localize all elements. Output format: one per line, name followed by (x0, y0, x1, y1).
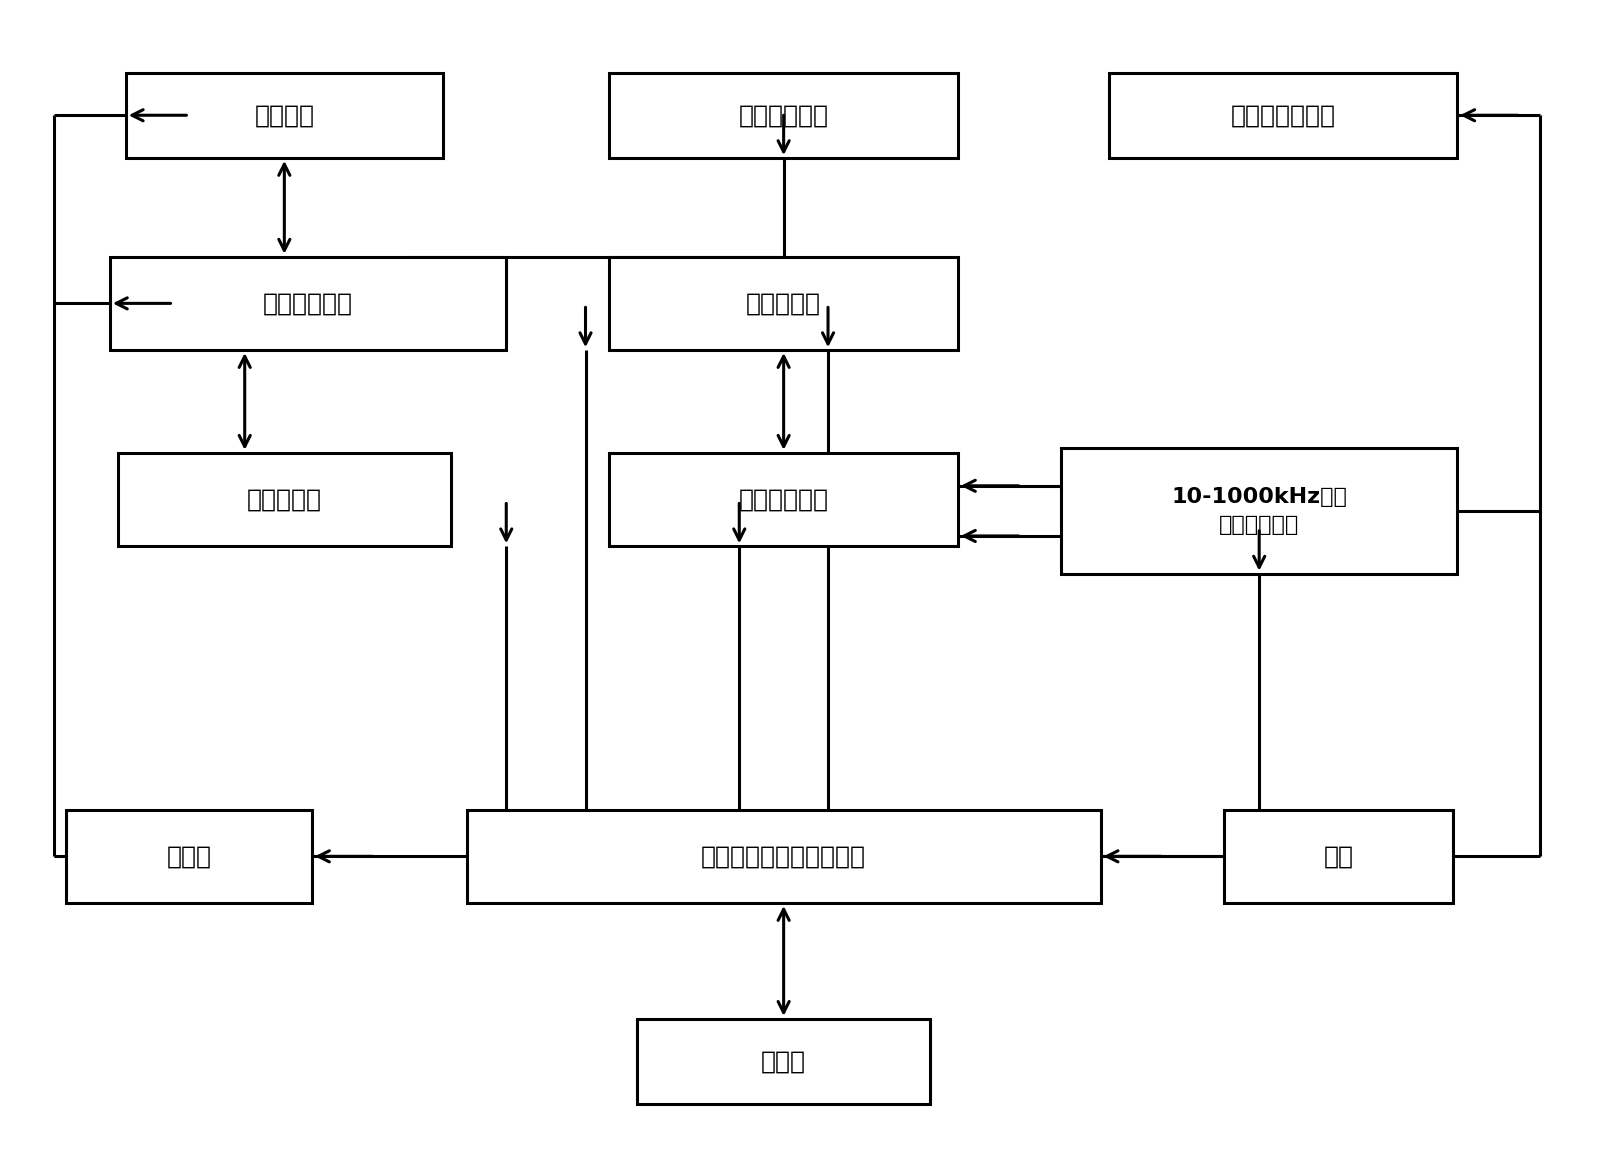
Bar (118, 452, 451, 546)
Text: 打印机: 打印机 (166, 845, 211, 868)
Text: 水冷却装置: 水冷却装置 (747, 291, 822, 315)
Text: 治疗床、人体: 治疗床、人体 (264, 291, 353, 315)
Bar (609, 73, 958, 158)
Text: 操作台: 操作台 (761, 1049, 806, 1073)
Text: 温度测控装置: 温度测控装置 (739, 103, 828, 127)
Bar (609, 452, 958, 546)
Bar (126, 73, 443, 158)
Text: 摄像机、对讲机: 摄像机、对讲机 (1231, 103, 1335, 127)
Bar (110, 256, 507, 350)
Text: 10-1000kHz交变
磁场发生装置: 10-1000kHz交变 磁场发生装置 (1170, 487, 1346, 534)
Bar (1223, 810, 1453, 904)
Bar (636, 1019, 931, 1104)
Text: 电磁感应线圈: 电磁感应线圈 (739, 487, 828, 511)
Text: 辅助设备: 辅助设备 (254, 103, 315, 127)
Bar (1062, 448, 1457, 574)
Bar (609, 256, 958, 350)
Bar (67, 810, 312, 904)
Bar (467, 810, 1100, 904)
Text: 中央操作控制器、显示器: 中央操作控制器、显示器 (700, 845, 867, 868)
Bar (1108, 73, 1457, 158)
Text: 电源: 电源 (1324, 845, 1353, 868)
Text: 影像检测器: 影像检测器 (246, 487, 321, 511)
